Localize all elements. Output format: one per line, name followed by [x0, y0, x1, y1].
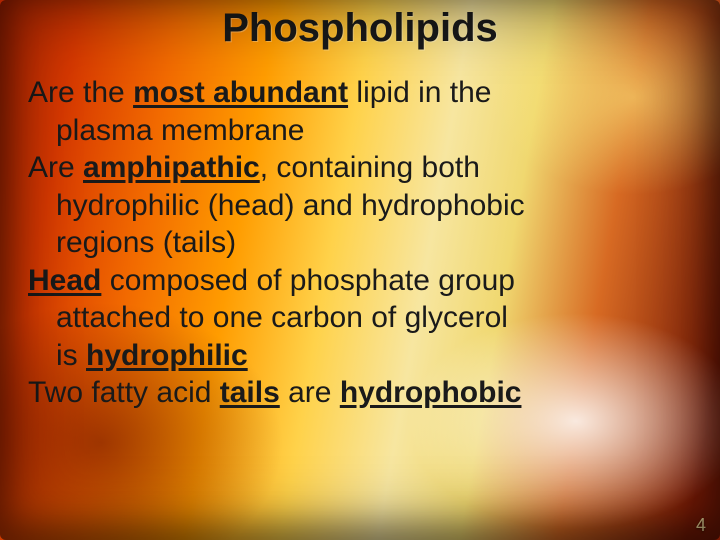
emphasis-amphipathic: amphipathic	[83, 151, 260, 184]
text-fragment: Are	[28, 151, 83, 184]
emphasis-hydrophilic: hydrophilic	[86, 339, 248, 372]
text-fragment: Two fatty acid	[28, 376, 220, 409]
slide-body: Are the most abundant lipid in the plasm…	[28, 74, 692, 412]
body-line-7: attached to one carbon of glycerol	[28, 299, 692, 337]
emphasis-most-abundant: most abundant	[133, 76, 348, 109]
body-line-1: Are the most abundant lipid in the	[28, 74, 692, 112]
text-fragment: composed of phosphate group	[101, 264, 515, 297]
slide-container: Phospholipids Are the most abundant lipi…	[0, 0, 720, 540]
text-fragment: are	[280, 376, 340, 409]
body-line-9: Two fatty acid tails are hydrophobic	[28, 374, 692, 412]
text-fragment: lipid in the	[348, 76, 491, 109]
emphasis-head: Head	[28, 264, 101, 297]
text-fragment: , containing both	[260, 151, 480, 184]
body-line-6: Head composed of phosphate group	[28, 262, 692, 300]
emphasis-tails: tails	[220, 376, 280, 409]
slide-title: Phospholipids	[0, 6, 720, 51]
text-fragment: is	[56, 339, 86, 372]
body-line-5: regions (tails)	[28, 224, 692, 262]
text-fragment: Are the	[28, 76, 133, 109]
body-line-4: hydrophilic (head) and hydrophobic	[28, 187, 692, 225]
body-line-3: Are amphipathic, containing both	[28, 149, 692, 187]
body-line-2: plasma membrane	[28, 112, 692, 150]
emphasis-hydrophobic: hydrophobic	[340, 376, 522, 409]
body-line-8: is hydrophilic	[28, 337, 692, 375]
page-number: 4	[696, 515, 706, 536]
